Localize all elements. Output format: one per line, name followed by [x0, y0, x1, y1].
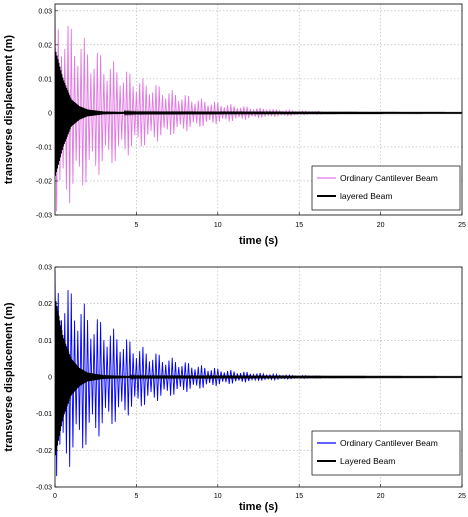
chart2-legend-box: [311, 430, 461, 476]
chart2-y-tick-label: -0.01: [36, 411, 52, 418]
chart1-series-2-line: [55, 48, 462, 176]
chart2-legend: Ordinary Cantilever Beam Layered Beam: [311, 430, 461, 476]
chart2-x-tick-label: 15: [295, 493, 303, 500]
chart2-x-tick-label: 20: [377, 493, 385, 500]
chart1-y-tick-label: 0.03: [38, 8, 52, 15]
chart1-x-tick-label: 25: [458, 222, 466, 229]
chart1-x-tick-label: 20: [377, 222, 385, 229]
chart2-x-tick-label: 5: [134, 493, 138, 500]
chart1-x-tick-label: 5: [134, 222, 138, 229]
chart2-y-tick-label: -0.02: [36, 448, 52, 455]
chart1-y-tick-label: -0.01: [36, 144, 52, 151]
chart1-legend: Ordinary Cantilever Beam layered Beam: [311, 165, 461, 211]
chart1-x-tick-label: 15: [295, 222, 303, 229]
chart1-y-tick-label: -0.02: [36, 178, 52, 185]
chart1-y-tick-label: 0: [48, 110, 52, 117]
chart2-y-tick-label: 0.02: [38, 301, 52, 308]
chart2-x-tick-label: 25: [458, 493, 466, 500]
chart1-x-axis-label: time (s): [239, 235, 278, 247]
chart2-y-tick-label: -0.03: [36, 485, 52, 492]
chart1-legend-box: [311, 165, 461, 211]
chart2-y-axis-label: transverse displacement (m): [3, 302, 15, 452]
chart2-legend-label-2: Layered Beam: [340, 456, 395, 466]
chart-top: 5 10 15 20 25 0.03 0.02 0.01 0 -0.01 -0.02 -0.03 tim…: [3, 3, 466, 247]
chart1-legend-label-1: Ordinary Cantilever Beam: [340, 173, 438, 183]
chart2-series-2-line: [55, 296, 462, 456]
chart1-y-axis-label: transverse displacement (m): [3, 35, 15, 185]
chart2-x-axis-label: time (s): [239, 501, 278, 513]
chart2-legend-label-1: Ordinary Cantilever Beam: [340, 438, 438, 448]
chart1-y-tick-label: 0.01: [38, 76, 52, 83]
chart2-y-tick-label: 0.01: [38, 338, 52, 345]
chart2-y-tick-label: 0: [48, 375, 52, 382]
chart2-x-tick-label: 0: [53, 493, 57, 500]
chart2-x-tick-label: 10: [214, 493, 222, 500]
chart-bottom: 0 5 10 15 20 25 0.03 0.02 0.01 0 -0.01 -0.02 -0.03 ti…: [3, 265, 466, 514]
chart1-y-tick-label: 0.02: [38, 42, 52, 49]
chart1-y-tick-label: -0.03: [36, 213, 52, 220]
chart2-y-tick-label: 0.03: [38, 265, 52, 272]
chart1-axes-frame: [54, 3, 463, 216]
chart1-x-tick-label: 10: [214, 222, 222, 229]
chart1-legend-label-2: layered Beam: [340, 191, 392, 201]
